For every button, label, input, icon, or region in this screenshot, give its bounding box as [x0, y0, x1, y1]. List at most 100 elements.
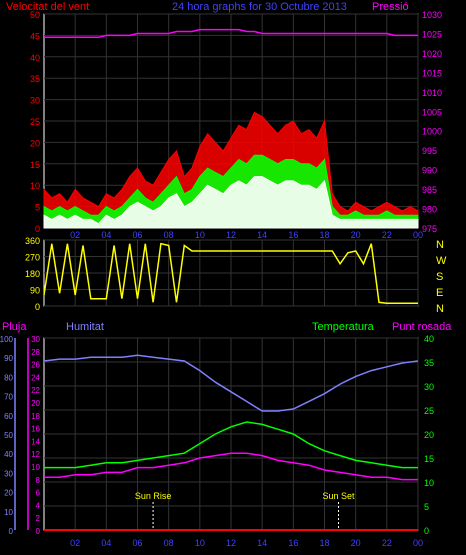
rain-tick-label: 4: [36, 501, 41, 510]
humidity-tick-label: 100: [0, 335, 14, 344]
wind-right-tick-label: 1030: [422, 10, 442, 20]
climate-line-temp: [44, 452, 418, 481]
direction-tick-label: 180: [25, 269, 40, 279]
compass-label-s: S: [436, 271, 443, 283]
temp-tick-label: 15: [424, 454, 434, 464]
wind-left-tick-label: 0: [35, 224, 40, 234]
rain-tick-label: 10: [31, 463, 40, 472]
wind-x-tick-label: 14: [257, 230, 267, 240]
rain-tick-label: 0: [36, 527, 41, 536]
climate-x-tick-label: 18: [319, 538, 329, 548]
temp-tick-label: 25: [424, 406, 434, 416]
rain-tick-label: 30: [31, 335, 40, 344]
wind-right-tick-label: 990: [422, 166, 437, 176]
climate-x-tick-label: 14: [257, 538, 267, 548]
wind-right-tick-label: 980: [422, 205, 437, 215]
wind-x-tick-label: 04: [101, 230, 111, 240]
temp-tick-label: 40: [424, 334, 434, 344]
rain-tick-label: 12: [31, 450, 40, 459]
wind-right-tick-label: 975: [422, 224, 437, 234]
wind-left-tick-label: 15: [30, 160, 40, 170]
wind-left-tick-label: 50: [30, 10, 40, 20]
rain-tick-label: 6: [36, 489, 41, 498]
wind-left-tick-label: 40: [30, 53, 40, 63]
wind-x-tick-label: 22: [382, 230, 392, 240]
rain-tick-label: 8: [36, 476, 41, 485]
humidity-tick-label: 90: [4, 354, 13, 363]
rain-tick-label: 22: [31, 386, 40, 395]
wind-right-tick-label: 1010: [422, 88, 442, 98]
direction-tick-label: 0: [35, 302, 40, 312]
wind-x-tick-label: 08: [164, 230, 174, 240]
direction-tick-label: 270: [25, 253, 40, 263]
wind-right-tick-label: 985: [422, 185, 437, 195]
rain-tick-label: 14: [31, 437, 40, 446]
wind-right-tick-label: 1025: [422, 29, 442, 39]
compass-label-n-top: N: [436, 239, 444, 251]
chart-marks: 0510152025303540455097598098599099510001…: [0, 10, 442, 548]
wind-x-tick-label: 02: [70, 230, 80, 240]
wind-series-2-area: [43, 176, 419, 229]
compass-label-e: E: [436, 287, 443, 299]
wind-left-tick-label: 30: [30, 96, 40, 106]
direction-tick-label: 360: [25, 236, 40, 246]
chart-title: 24 hora graphs for 30 Octubre 2013: [172, 1, 347, 13]
pressure-line: [44, 28, 418, 39]
wind-x-tick-label: 20: [351, 230, 361, 240]
wind-speed-label: Velocitat del vent: [6, 1, 89, 13]
wind-x-tick-label: 10: [195, 230, 205, 240]
temp-tick-label: 20: [424, 430, 434, 440]
wind-x-tick-label: 06: [132, 230, 142, 240]
wind-left-tick-label: 5: [35, 203, 40, 213]
climate-x-tick-label: 16: [288, 538, 298, 548]
pressure-label: Pressió: [372, 1, 409, 13]
climate-x-tick-label: 02: [70, 538, 80, 548]
rain-tick-label: 28: [31, 348, 40, 357]
rain-tick-label: 20: [31, 399, 40, 408]
dewpoint-label: Punt rosada: [392, 321, 452, 333]
climate-x-tick-label: 06: [132, 538, 142, 548]
climate-x-tick-label: 00: [413, 538, 423, 548]
sun-marker-label: Sun Rise: [135, 491, 172, 501]
humidity-tick-label: 20: [4, 489, 13, 498]
climate-line-humidity: [43, 354, 419, 412]
temp-tick-label: 0: [424, 526, 429, 536]
wind-x-tick-label: 18: [319, 230, 329, 240]
humidity-tick-label: 30: [4, 469, 13, 478]
rain-tick-label: 16: [31, 425, 40, 434]
wind-left-tick-label: 25: [30, 117, 40, 127]
climate-x-tick-label: 22: [382, 538, 392, 548]
wind-x-tick-label: 12: [226, 230, 236, 240]
sun-marker-label: Sun Set: [323, 491, 356, 501]
humidity-tick-label: 10: [4, 508, 13, 517]
climate-x-tick-label: 04: [101, 538, 111, 548]
rain-tick-label: 24: [31, 373, 40, 382]
wind-left-tick-label: 10: [30, 181, 40, 191]
humidity-tick-label: 70: [4, 393, 13, 402]
climate-x-tick-label: 08: [164, 538, 174, 548]
wind-left-tick-label: 35: [30, 74, 40, 84]
humidity-tick-label: 50: [4, 431, 13, 440]
humidity-tick-label: 0: [9, 527, 14, 536]
humidity-tick-label: 40: [4, 450, 13, 459]
temperature-label: Temperatura: [312, 321, 375, 333]
climate-line-temp: [44, 421, 418, 469]
climate-x-tick-label: 10: [195, 538, 205, 548]
temp-tick-label: 5: [424, 502, 429, 512]
compass-label-n-bottom: N: [436, 303, 444, 315]
wind-right-tick-label: 1000: [422, 127, 442, 137]
humidity-label: Humitat: [66, 321, 104, 333]
wind-right-tick-label: 1015: [422, 68, 442, 78]
climate-x-tick-label: 12: [226, 538, 236, 548]
rain-tick-label: 2: [36, 514, 41, 523]
wind-left-tick-label: 20: [30, 138, 40, 148]
wind-x-tick-label: 16: [288, 230, 298, 240]
wind-right-tick-label: 1005: [422, 107, 442, 117]
rain-tick-label: 26: [31, 361, 40, 370]
wind-right-tick-label: 995: [422, 146, 437, 156]
rain-tick-label: 18: [31, 412, 40, 421]
wind-left-tick-label: 45: [30, 31, 40, 41]
wind-x-tick-label: 00: [413, 230, 423, 240]
rain-label: Pluja: [2, 321, 27, 333]
